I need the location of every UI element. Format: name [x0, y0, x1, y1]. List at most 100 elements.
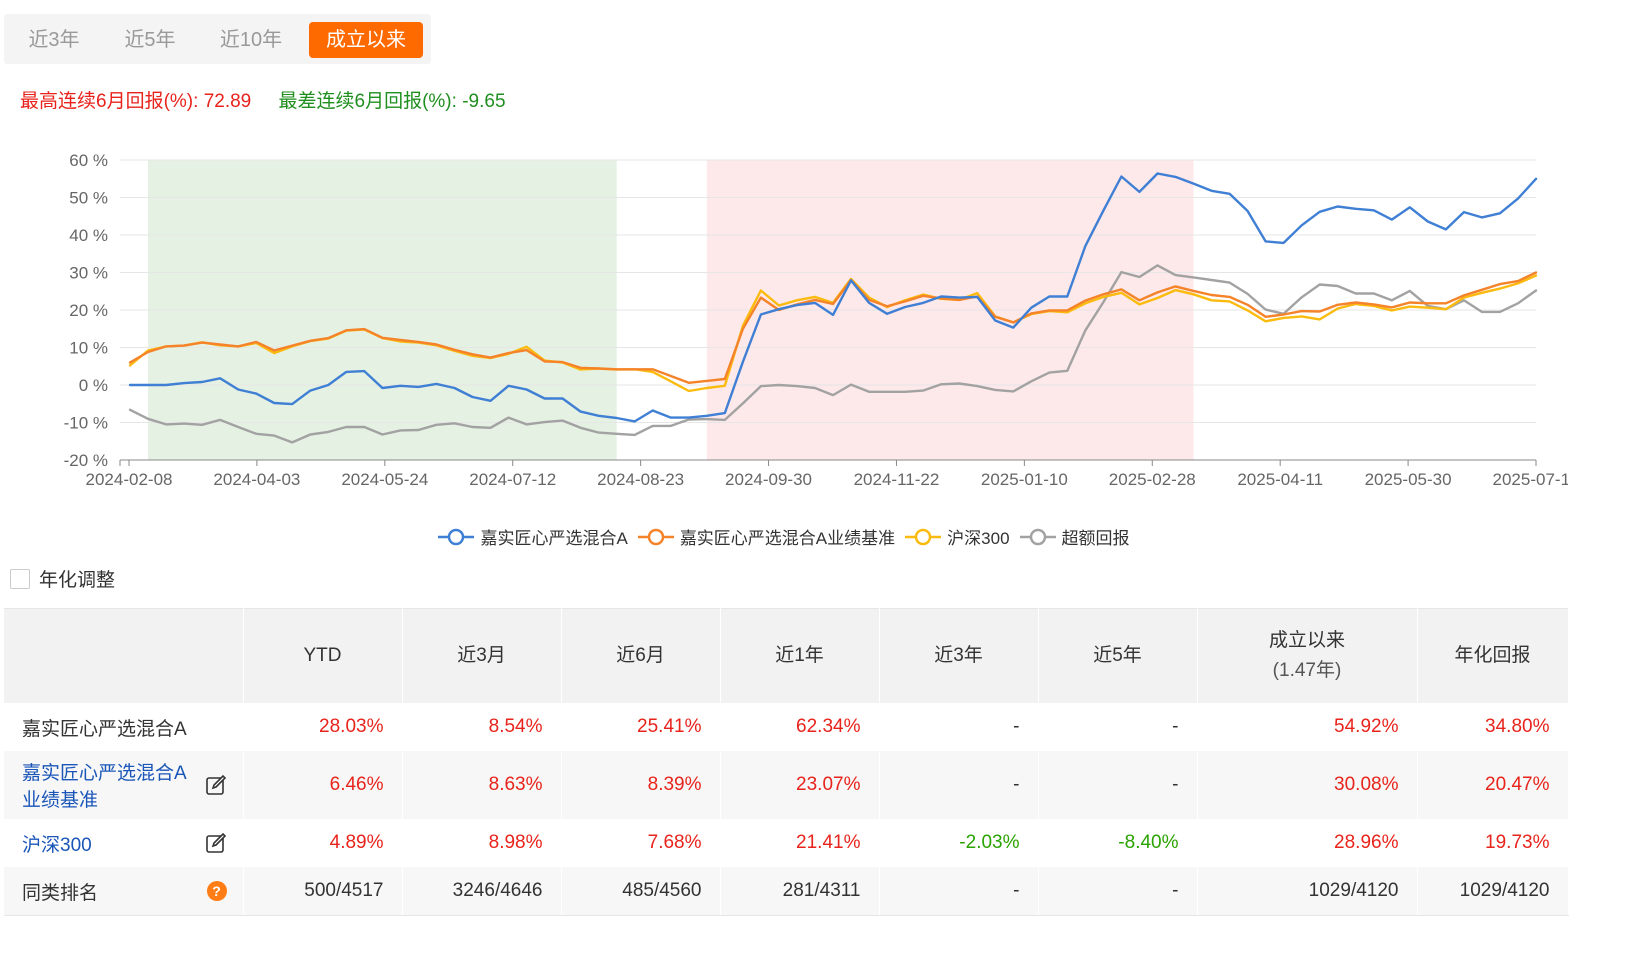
- table-row: 沪深300 4.89% 8.98% 7.68% 21.41% -2.03% -8…: [4, 819, 1569, 867]
- legend-item[interactable]: 嘉实匠心严选混合A: [438, 524, 628, 549]
- cell-6m: 485/4560: [561, 867, 721, 916]
- row-name: 嘉实匠心严选混合A 业绩基准: [4, 751, 244, 819]
- x-tick-label: 2025-02-28: [1109, 470, 1196, 489]
- header-since-inception: 成立以来 (1.47年): [1197, 608, 1418, 703]
- header-annualized: 年化回报: [1417, 608, 1569, 703]
- y-tick-label: 30 %: [69, 264, 108, 283]
- cell-3m: 8.54%: [402, 703, 562, 751]
- x-tick-label: 2024-04-03: [213, 470, 300, 489]
- tab-since-inception[interactable]: 成立以来: [309, 22, 423, 58]
- header-6m: 近6月: [561, 608, 721, 703]
- cell-annualized: 34.80%: [1417, 703, 1569, 751]
- cell-annualized: 20.47%: [1417, 751, 1569, 819]
- chart-legend: 嘉实匠心严选混合A 嘉实匠心严选混合A业绩基准 沪深300 超额回报: [0, 524, 1568, 551]
- header-name: [4, 608, 244, 703]
- cell-1y: 23.07%: [720, 751, 880, 819]
- legend-marker: [905, 528, 942, 545]
- worst-6m-return: 最差连续6月回报(%): -9.65: [279, 91, 506, 112]
- benchmark-link[interactable]: 嘉实匠心严选混合A 业绩基准: [22, 763, 187, 811]
- period-tabs: 近3年 近5年 近10年 成立以来: [4, 14, 431, 64]
- worst-6m-label: 最差连续6月回报(%):: [278, 91, 457, 112]
- header-5y: 近5年: [1038, 608, 1198, 703]
- cell-since-inception: 1029/4120: [1197, 867, 1418, 916]
- help-icon[interactable]: ?: [206, 881, 227, 901]
- legend-label: 嘉实匠心严选混合A: [480, 529, 628, 548]
- row-name: 沪深300: [4, 819, 244, 867]
- header-since-inception-years: (1.47年): [1272, 660, 1342, 681]
- annualize-toggle[interactable]: 年化调整: [10, 565, 115, 592]
- legend-label: 沪深300: [947, 529, 1010, 548]
- tab-5y[interactable]: 近5年: [124, 29, 176, 51]
- table-row: 嘉实匠心严选混合A 28.03% 8.54% 25.41% 62.34% - -…: [4, 703, 1569, 751]
- legend-label: 嘉实匠心严选混合A业绩基准: [679, 529, 896, 548]
- cell-6m: 25.41%: [561, 703, 721, 751]
- y-tick-label: 10 %: [69, 339, 108, 358]
- index-link[interactable]: 沪深300: [22, 834, 92, 856]
- cell-annualized: 19.73%: [1417, 819, 1569, 867]
- table-row: 同类排名 ? 500/4517 3246/4646 485/4560 281/4…: [4, 867, 1569, 916]
- legend-item[interactable]: 嘉实匠心严选混合A业绩基准: [637, 524, 896, 549]
- legend-marker: [1019, 528, 1056, 545]
- benchmark-link-line2: 业绩基准: [22, 790, 99, 811]
- cell-1y: 21.41%: [720, 819, 880, 867]
- x-tick-label: 2025-05-30: [1365, 470, 1452, 489]
- cell-3m: 8.63%: [402, 751, 562, 819]
- header-3y: 近3年: [879, 608, 1039, 703]
- x-tick-label: 2024-09-30: [725, 470, 812, 489]
- cell-3y: -: [879, 751, 1039, 819]
- x-tick-label: 2024-08-23: [597, 470, 684, 489]
- cell-3y: -2.03%: [879, 819, 1039, 867]
- cell-1y: 281/4311: [720, 867, 880, 916]
- x-tick-label: 2024-05-24: [341, 470, 428, 489]
- rank-label: 同类排名: [22, 882, 99, 904]
- table-row: 嘉实匠心严选混合A 业绩基准 6.46% 8.63% 8.39% 23.07% -…: [4, 751, 1569, 819]
- header-3m: 近3月: [402, 608, 562, 703]
- cell-6m: 8.39%: [561, 751, 721, 819]
- x-tick-label: 2024-11-22: [854, 470, 940, 489]
- x-tick-label: 2025-01-10: [981, 470, 1068, 489]
- cell-5y: -8.40%: [1038, 819, 1198, 867]
- legend-label: 超额回报: [1061, 529, 1130, 548]
- series-line: [128, 172, 1538, 423]
- y-tick-label: -10 %: [64, 414, 108, 433]
- y-tick-label: 40 %: [69, 226, 108, 245]
- legend-item[interactable]: 沪深300: [905, 524, 1010, 549]
- cell-3m: 8.98%: [402, 819, 562, 867]
- return-chart: -20 % -10 % 0 % 10 % 20 % 30 % 40 % 50 % 60 % 202…: [64, 151, 1568, 489]
- y-tick-label: 20 %: [69, 301, 108, 320]
- cell-5y: -: [1038, 867, 1198, 916]
- y-tick-label: -20 %: [64, 451, 108, 470]
- row-name: 嘉实匠心严选混合A: [4, 703, 244, 751]
- worst-6m-value: -9.65: [462, 91, 506, 112]
- legend-marker: [438, 528, 475, 545]
- header-since-inception-label: 成立以来: [1268, 630, 1345, 651]
- cell-5y: -: [1038, 751, 1198, 819]
- best-6m-return: 最高连续6月回报(%): 72.89: [20, 91, 251, 112]
- return-stats: 最高连续6月回报(%): 72.89 最差连续6月回报(%): -9.65: [20, 86, 506, 113]
- performance-table: YTD 近3月 近6月 近1年 近3年 近5年 成立以来 (1.47年) 年化回报…: [4, 608, 1569, 916]
- cell-since-inception: 30.08%: [1197, 751, 1418, 819]
- cell-annualized: 1029/4120: [1417, 867, 1569, 916]
- cell-since-inception: 28.96%: [1197, 819, 1418, 867]
- row-name: 同类排名 ?: [4, 867, 244, 916]
- tab-10y[interactable]: 近10年: [219, 29, 283, 51]
- y-tick-label: 50 %: [69, 189, 108, 208]
- benchmark-link-line1: 嘉实匠心严选混合A: [22, 763, 187, 784]
- cell-6m: 7.68%: [561, 819, 721, 867]
- cell-3m: 3246/4646: [402, 867, 562, 916]
- edit-icon[interactable]: [205, 774, 227, 796]
- annualize-checkbox[interactable]: [10, 568, 30, 589]
- x-tick-label: 2025-07-18: [1493, 470, 1568, 489]
- cell-ytd: 4.89%: [243, 819, 403, 867]
- best-6m-label: 最高连续6月回报(%):: [20, 91, 199, 112]
- cell-ytd: 28.03%: [243, 703, 403, 751]
- y-tick-label: 60 %: [69, 151, 108, 170]
- best-6m-value: 72.89: [203, 91, 252, 112]
- x-tick-label: 2024-07-12: [469, 470, 556, 489]
- legend-item[interactable]: 超额回报: [1019, 524, 1130, 549]
- tab-3y[interactable]: 近3年: [28, 29, 80, 51]
- cell-1y: 62.34%: [720, 703, 880, 751]
- cell-since-inception: 54.92%: [1197, 703, 1418, 751]
- cell-3y: -: [879, 867, 1039, 916]
- edit-icon[interactable]: [205, 832, 227, 854]
